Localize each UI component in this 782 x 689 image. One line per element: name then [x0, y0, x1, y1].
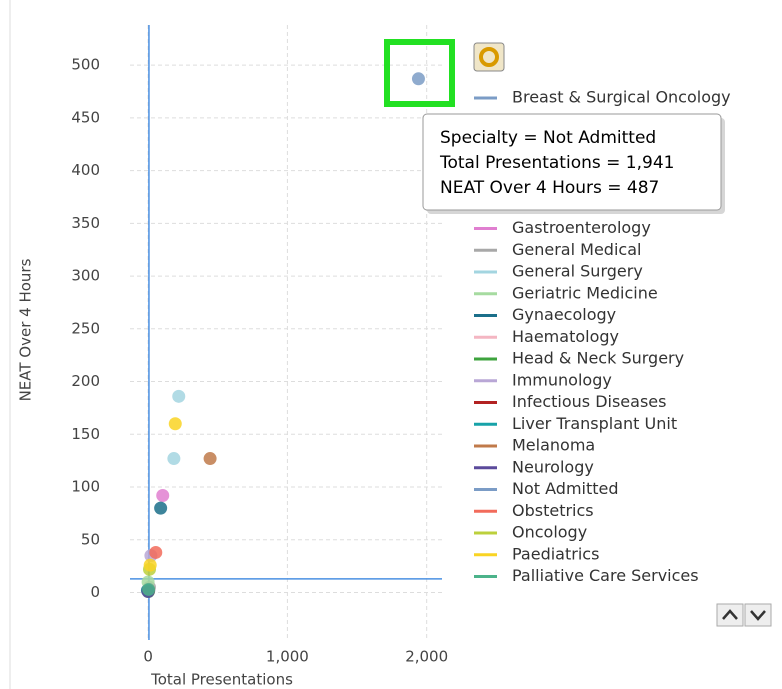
legend-label: General Surgery — [512, 262, 643, 281]
legend: Breast & Surgical Oncology Gastroenterolo… — [474, 88, 731, 585]
tooltip: Specialty = Not Admitted Total Presentat… — [422, 113, 725, 214]
point — [142, 582, 156, 596]
point — [154, 501, 168, 515]
legend-label: Melanoma — [512, 436, 595, 455]
points — [140, 72, 425, 598]
tooltip-line: NEAT Over 4 Hours = 487 — [440, 178, 659, 198]
scroll-down-button[interactable] — [744, 603, 772, 627]
point — [203, 452, 217, 466]
point — [167, 452, 181, 466]
y-tick-label: 300 — [71, 267, 100, 285]
legend-label: Gastroenterology — [512, 218, 651, 237]
up-arrow — [722, 609, 738, 620]
x-axis-label: Total Presentations — [150, 671, 293, 689]
legend-label: Obstetrics — [512, 501, 594, 520]
tooltip-box — [422, 113, 722, 211]
legend-label: Infectious Diseases — [512, 392, 666, 411]
legend-label: Neurology — [512, 457, 594, 476]
x-tick-label: 0 — [143, 648, 153, 666]
point — [143, 558, 157, 572]
y-tick-label: 500 — [71, 56, 100, 74]
legend-label: Palliative Care Services — [512, 566, 699, 585]
y-tick-label: 350 — [71, 214, 100, 232]
highlight-box — [384, 39, 455, 107]
tooltip-line: Specialty = Not Admitted — [440, 128, 656, 148]
refresh-button[interactable] — [473, 42, 505, 72]
legend-label: Not Admitted — [512, 479, 619, 498]
legend-label: Gynaecology — [512, 305, 616, 324]
point — [149, 545, 163, 559]
y-tick-label: 400 — [71, 161, 100, 179]
x-tick-label: 1,000 — [266, 648, 309, 666]
y-tick-label: 100 — [71, 478, 100, 496]
legend-label: Oncology — [512, 523, 587, 542]
legend-label: Head & Neck Surgery — [512, 349, 684, 368]
y-axis-label: NEAT Over 4 Hours — [17, 258, 35, 401]
scroll-up-button[interactable] — [716, 603, 744, 627]
point — [411, 72, 425, 86]
legend-label: Immunology — [512, 370, 612, 389]
x-tick-label: 2,000 — [405, 648, 448, 666]
legend-label: Breast & Surgical Oncology — [512, 88, 731, 107]
legend-label: Geriatric Medicine — [512, 283, 658, 302]
legend-label: General Medical — [512, 240, 641, 259]
point — [172, 389, 186, 403]
tooltip-line: Total Presentations = 1,941 — [439, 153, 674, 173]
grid: 0 50 100 150 200 250 300 350 400 450 500 0 1,000 2,00… — [71, 25, 448, 666]
point — [156, 488, 170, 502]
point — [168, 417, 182, 431]
legend-label: Paediatrics — [512, 544, 599, 563]
y-tick-label: 250 — [71, 319, 100, 337]
refresh-icon — [479, 47, 499, 67]
y-tick-label: 50 — [81, 530, 100, 548]
y-tick-label: 150 — [71, 425, 100, 443]
legend-label: Haematology — [512, 327, 619, 346]
y-tick-label: 200 — [71, 372, 100, 390]
y-tick-label: 0 — [90, 583, 100, 601]
down-arrow — [750, 610, 766, 621]
legend-label: Liver Transplant Unit — [512, 414, 677, 433]
y-tick-label: 450 — [71, 108, 100, 126]
